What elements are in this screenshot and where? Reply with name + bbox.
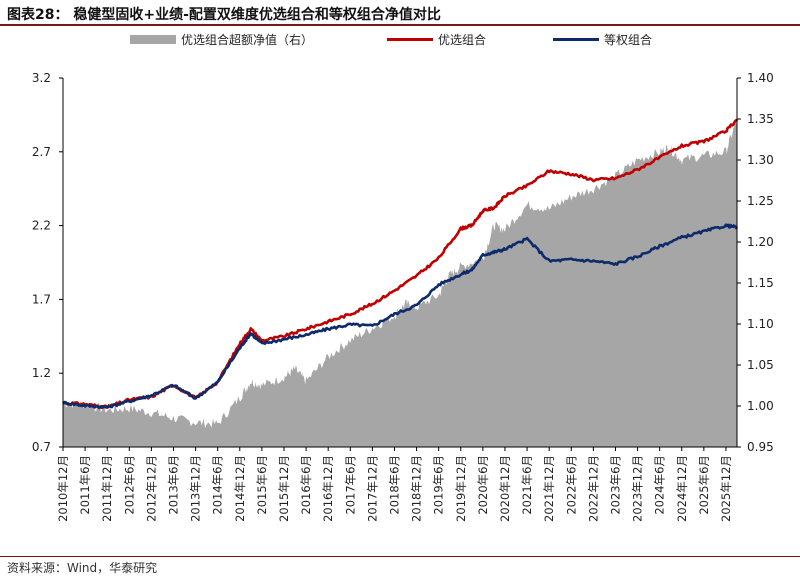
legend-swatch-excess (130, 35, 176, 44)
y-right-tick-label: 1.30 (747, 153, 774, 167)
series-line-equal (62, 223, 739, 410)
x-tick-label: 2020年12月 (498, 455, 512, 522)
x-tick-label: 2024年12月 (675, 455, 689, 522)
legend-label-excess: 优选组合超额净值（右） (181, 33, 314, 47)
y-right-tick-label: 1.00 (747, 399, 774, 413)
y-right-tick-label: 1.10 (747, 317, 774, 331)
x-tick-label: 2018年6月 (388, 455, 402, 515)
x-tick-label: 2012年12月 (144, 455, 158, 522)
x-tick-label: 2020年6月 (476, 455, 490, 515)
x-tick-label: 2025年12月 (719, 455, 733, 522)
y-right-tick-label: 1.25 (747, 194, 774, 208)
y-right-tick-label: 0.95 (747, 440, 774, 454)
y-right-tick-label: 1.40 (747, 71, 774, 85)
y-left-tick-label: 1.2 (32, 366, 51, 380)
source-note: 资料来源：Wind，华泰研究 (7, 561, 158, 575)
x-tick-label: 2018年12月 (410, 455, 424, 522)
legend-item-optimal: 优选组合 (387, 31, 486, 48)
x-tick-label: 2024年6月 (653, 455, 667, 515)
x-tick-label: 2016年12月 (321, 455, 335, 522)
title-rule (0, 24, 800, 26)
x-tick-label: 2017年6月 (343, 455, 357, 515)
x-tick-label: 2011年6月 (78, 455, 92, 515)
x-tick-label: 2017年12月 (365, 455, 379, 522)
x-tick-label: 2022年12月 (586, 455, 600, 522)
legend-item-excess: 优选组合超额净值（右） (130, 31, 313, 48)
y-right-tick-label: 1.05 (747, 358, 774, 372)
x-tick-label: 2022年6月 (564, 455, 578, 515)
chart-title: 图表28： 稳健型固收+业绩-配置双维度优选组合和等权组合净值对比 (7, 7, 441, 23)
x-tick-label: 2011年12月 (100, 455, 114, 522)
legend-label-equal: 等权组合 (604, 33, 653, 47)
y-left-tick-label: 3.2 (32, 71, 51, 85)
legend-swatch-optimal (387, 38, 433, 41)
x-tick-label: 2014年12月 (233, 455, 247, 522)
legend-swatch-equal (553, 38, 599, 41)
legend-label-optimal: 优选组合 (438, 33, 487, 47)
source-rule (0, 556, 800, 557)
x-tick-label: 2025年6月 (697, 455, 711, 515)
y-left-tick-label: 0.7 (32, 440, 51, 454)
x-tick-label: 2012年6月 (122, 455, 136, 515)
y-right-tick-label: 1.35 (747, 112, 774, 126)
x-tick-label: 2010年12月 (56, 455, 70, 522)
series-area-excess (63, 119, 737, 447)
y-right-tick-label: 1.15 (747, 276, 774, 290)
x-tick-label: 2013年6月 (167, 455, 181, 515)
x-tick-label: 2015年12月 (277, 455, 291, 522)
x-tick-label: 2014年6月 (211, 455, 225, 515)
x-tick-label: 2019年6月 (432, 455, 446, 515)
x-tick-label: 2016年6月 (299, 455, 313, 515)
x-tick-label: 2023年12月 (631, 455, 645, 522)
chart-canvas: 0.7 1.2 1.7 2.2 2.7 3.2 0.95 1.00 1.05 1.10 1.15 1.… (32, 71, 774, 522)
x-tick-label: 2021年6月 (520, 455, 534, 515)
x-tick-label: 2021年12月 (542, 455, 556, 522)
legend: 优选组合超额净值（右） 优选组合 等权组合 (0, 31, 800, 47)
x-tick-label: 2023年6月 (609, 455, 623, 515)
x-tick-label: 2015年6月 (255, 455, 269, 515)
x-tick-label: 2013年12月 (189, 455, 203, 522)
x-tick-label: 2019年12月 (454, 455, 468, 522)
y-left-tick-label: 1.7 (32, 292, 51, 306)
y-right-tick-label: 1.20 (747, 235, 774, 249)
y-left-tick-label: 2.2 (32, 219, 51, 233)
legend-item-equal: 等权组合 (553, 31, 652, 48)
y-left-tick-label: 2.7 (32, 145, 51, 159)
